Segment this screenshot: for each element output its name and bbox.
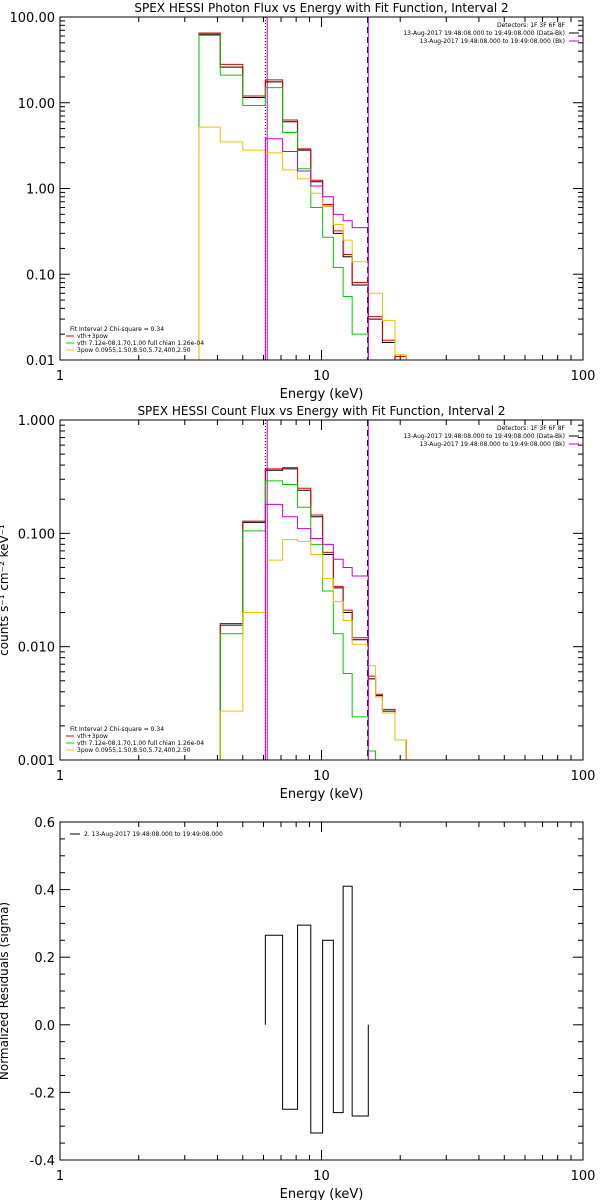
series-line-data-bk xyxy=(219,468,407,760)
y-tick-label: 0.0 xyxy=(34,1019,55,1034)
series-line-vth xyxy=(219,480,377,760)
y-tick-label: 1.00 xyxy=(26,183,55,198)
legend-entry: 3pow 0.0955,1.50,8.50,5.72,400,2.50 xyxy=(77,747,191,754)
series-line-vth-3pow xyxy=(198,32,407,360)
y-tick-label: 0.010 xyxy=(18,641,55,656)
y-tick-label: 1.000 xyxy=(18,414,55,429)
legend-entry: Fit Interval 2 Chi-square = 0.34 xyxy=(70,726,164,733)
legend-entry: vth 7.12e-08,1.70,1.00 full chian 1.26e-… xyxy=(77,740,204,747)
series-line-bk xyxy=(264,503,369,760)
legend-entry: 13-Aug-2017 19:48:08.000 to 19:49:08.000… xyxy=(420,441,565,448)
x-tick-label: 10 xyxy=(313,369,330,384)
series-line-3pow xyxy=(198,126,407,360)
plot-frame xyxy=(59,16,584,361)
plot-frame xyxy=(59,419,584,761)
y-tick-label: 100.00 xyxy=(10,11,56,26)
chart-title: SPEX HESSI Count Flux vs Energy with Fit… xyxy=(137,404,505,418)
y-tick-label: 10.00 xyxy=(18,97,55,112)
x-tick-label: 100 xyxy=(571,769,596,784)
y-axis-label: Normalized Residuals (sigma) xyxy=(0,902,11,1080)
y-tick-label: 0.001 xyxy=(18,754,55,769)
x-axis-label: Energy (keV) xyxy=(280,387,364,402)
legend-entry: 13-Aug-2017 19:48:08.000 to 19:49:08.000… xyxy=(420,38,565,45)
chart-panel-1: SPEX HESSI Photon Flux vs Energy with Fi… xyxy=(10,1,596,402)
x-tick-label: 10 xyxy=(313,1169,330,1184)
y-tick-label: 0.6 xyxy=(34,816,55,831)
legend-entry: 13-Aug-2017 19:48:08.000 to 19:49:08.000… xyxy=(403,30,565,37)
legend-entry: vth+3pow xyxy=(77,733,108,740)
legend-entry: 3pow 0.0955,1.50,8.50,5.72,400,2.50 xyxy=(77,347,191,354)
y-tick-label: 0.4 xyxy=(34,884,55,899)
y-tick-label: -0.2 xyxy=(30,1086,55,1101)
x-tick-label: 100 xyxy=(571,369,596,384)
x-axis-label: Energy (keV) xyxy=(280,1187,364,1200)
legend-entry: Detectors: 1F 3F 6F 8F xyxy=(497,425,566,432)
legend-entry: Fit Interval 2 Chi-square = 0.34 xyxy=(70,326,164,333)
x-tick-label: 1 xyxy=(56,1169,64,1184)
series-line-vth xyxy=(198,34,407,360)
plot-area xyxy=(264,885,369,1134)
y-tick-label: 0.100 xyxy=(18,527,55,542)
chart-title: SPEX HESSI Photon Flux vs Energy with Fi… xyxy=(134,1,508,15)
x-tick-label: 100 xyxy=(571,1169,596,1184)
plot-area xyxy=(219,420,407,760)
legend-entry: vth 7.12e-08,1.70,1.00 full chian 1.26e-… xyxy=(77,340,204,347)
y-tick-label: 0.10 xyxy=(26,268,55,283)
series-line-vth-3pow xyxy=(219,467,407,760)
y-axis-label: counts s⁻¹ cm⁻² keV⁻¹ xyxy=(0,524,11,656)
y-tick-label: 0.01 xyxy=(26,354,55,369)
plot-area xyxy=(198,17,407,360)
legend-entry: vth+3pow xyxy=(77,333,108,340)
series-line-3pow xyxy=(219,539,407,760)
x-tick-label: 1 xyxy=(56,369,64,384)
y-tick-label: 0.2 xyxy=(34,951,55,966)
series-line-data-bk xyxy=(198,33,407,360)
series-line-bk xyxy=(264,138,369,360)
series-line-2-13-aug-2017-19-48-08-000-to-19-49-08-000 xyxy=(264,885,369,1134)
x-tick-label: 1 xyxy=(56,769,64,784)
chart-panel-2: SPEX HESSI Count Flux vs Energy with Fit… xyxy=(0,404,595,802)
plot-frame xyxy=(59,821,584,1161)
y-tick-label: -0.4 xyxy=(30,1154,55,1169)
legend-entry: Detectors: 1F 3F 6F 8F xyxy=(497,22,566,29)
x-axis-label: Energy (keV) xyxy=(280,787,364,802)
x-tick-label: 10 xyxy=(313,769,330,784)
legend-entry: 2. 13-Aug-2017 19:48:08.000 to 19:49:08.… xyxy=(84,831,223,838)
legend-entry: 13-Aug-2017 19:48:08.000 to 19:49:08.000… xyxy=(403,433,565,440)
chart-panel-3: Energy (keV) Normalized Residuals (sigma)… xyxy=(0,816,595,1200)
